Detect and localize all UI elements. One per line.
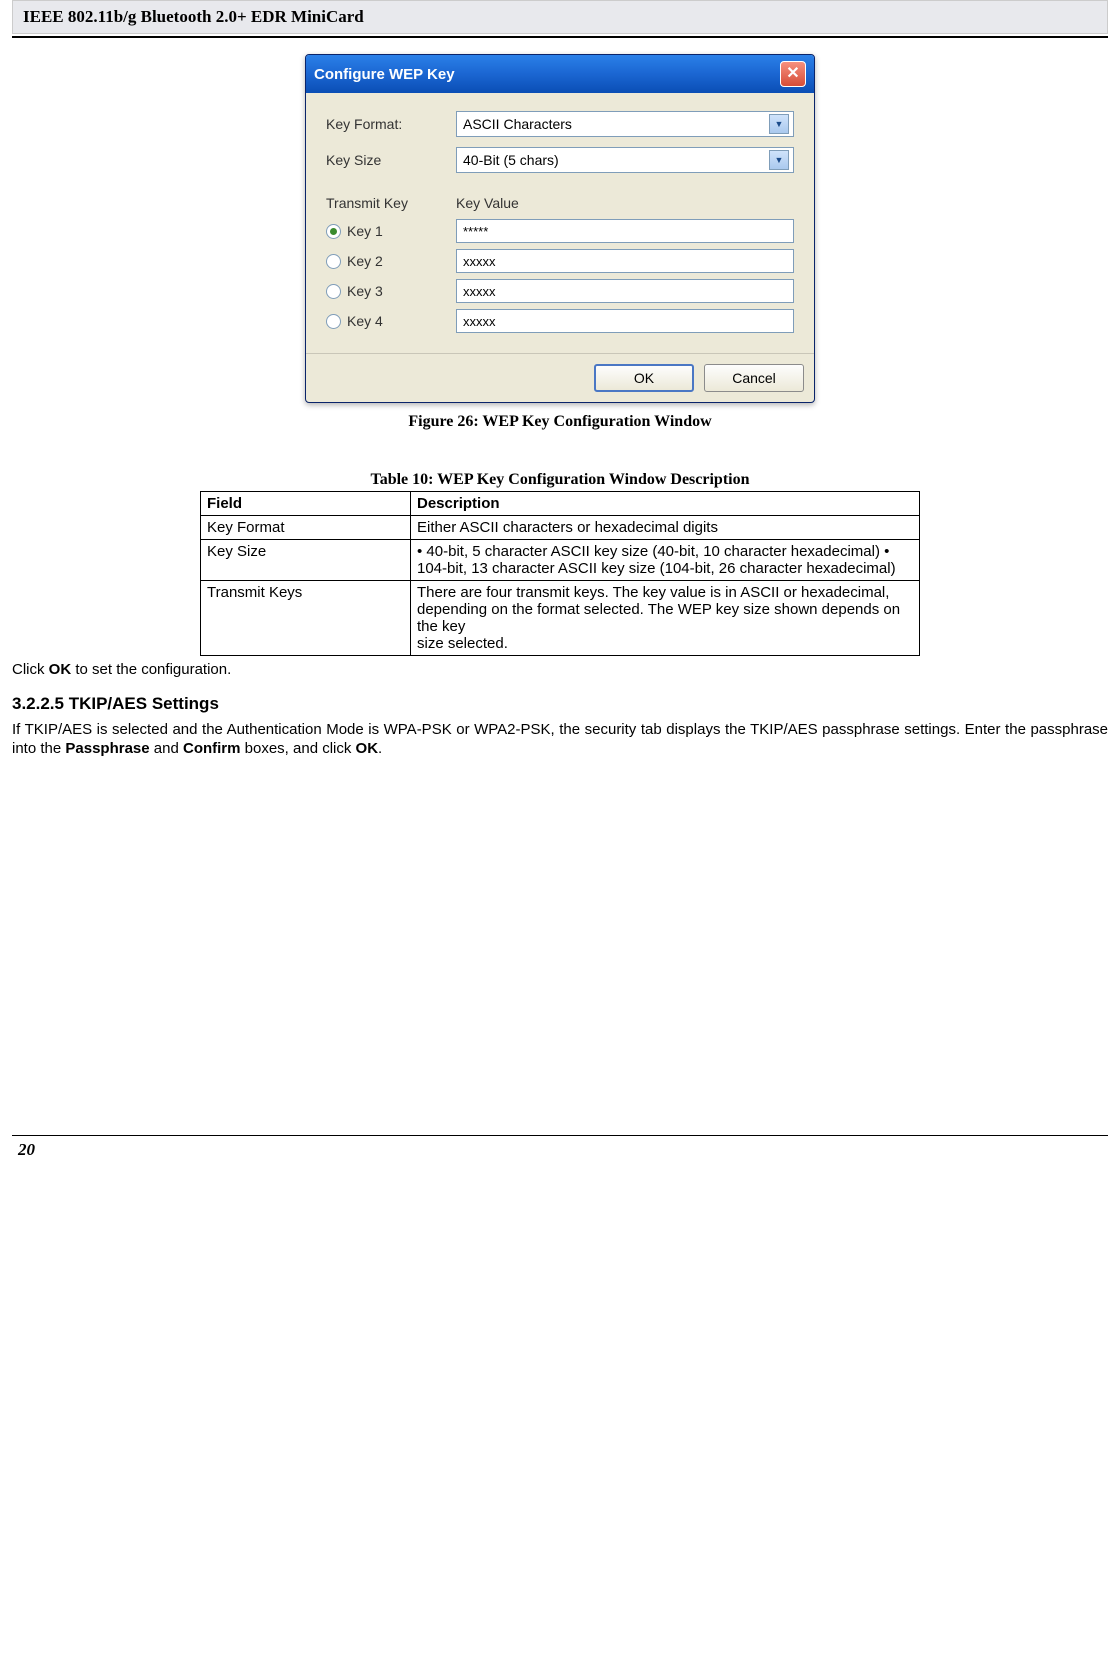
table-row: Transmit KeysThere are four transmit key… [201,581,920,656]
key-format-select[interactable]: ASCII Characters ▼ [456,111,794,137]
radio-icon [326,284,341,299]
ok-button[interactable]: OK [594,364,694,392]
table-row: Key FormatEither ASCII characters or hex… [201,516,920,540]
wep-dialog: Configure WEP Key ✕ Key Format: ASCII Ch… [305,54,815,403]
radio-icon [326,224,341,239]
key-radio-label[interactable]: Key 4 [326,313,456,329]
cell-desc: • 40-bit, 5 character ASCII key size (40… [411,540,920,581]
key-row: Key 4 xxxxx [326,309,794,333]
cell-desc: There are four transmit keys. The key va… [411,581,920,656]
key-radio-label[interactable]: Key 1 [326,223,456,239]
key-label: Key 3 [347,283,383,299]
text-bold: Passphrase [65,740,149,757]
close-button[interactable]: ✕ [780,61,806,87]
key-label: Key 4 [347,313,383,329]
key-radio-label[interactable]: Key 3 [326,283,456,299]
chevron-down-icon: ▼ [769,114,789,134]
dialog-titlebar: Configure WEP Key ✕ [306,55,814,93]
radio-icon [326,314,341,329]
radio-icon [326,254,341,269]
cell-field: Key Format [201,516,411,540]
chevron-down-icon: ▼ [769,150,789,170]
figure-caption: Figure 26: WEP Key Configuration Window [12,413,1108,431]
table-caption: Table 10: WEP Key Configuration Window D… [12,471,1108,489]
key-size-label: Key Size [326,152,456,168]
text: and [150,740,183,757]
cell-field: Transmit Keys [201,581,411,656]
key-value-input[interactable]: xxxxx [456,279,794,303]
col-field: Field [201,492,411,516]
cell-field: Key Size [201,540,411,581]
key-size-value: 40-Bit (5 chars) [463,152,559,168]
click-ok-text: Click OK to set the configuration. [12,660,1108,680]
text: boxes, and click [240,740,355,757]
transmit-key-header: Transmit Key [326,195,456,211]
dialog-title: Configure WEP Key [314,66,455,83]
text: to set the configuration. [71,661,231,678]
key-label: Key 2 [347,253,383,269]
key-format-label: Key Format: [326,116,456,132]
cell-desc: Either ASCII characters or hexadecimal d… [411,516,920,540]
page-number: 20 [12,1136,1108,1170]
key-format-value: ASCII Characters [463,116,572,132]
col-desc: Description [411,492,920,516]
tkip-heading: 3.2.2.5 TKIP/AES Settings [12,694,1108,714]
key-row: Key 2 xxxxx [326,249,794,273]
close-icon: ✕ [786,66,799,82]
key-value-input[interactable]: xxxxx [456,309,794,333]
header-rule [12,36,1108,38]
text-bold: OK [49,661,72,678]
key-value-header: Key Value [456,195,519,211]
text: Click [12,661,49,678]
table-row: Key Size• 40-bit, 5 character ASCII key … [201,540,920,581]
cancel-button[interactable]: Cancel [704,364,804,392]
text: . [378,740,382,757]
text-bold: Confirm [183,740,241,757]
doc-header: IEEE 802.11b/g Bluetooth 2.0+ EDR MiniCa… [12,0,1108,34]
key-label: Key 1 [347,223,383,239]
key-size-select[interactable]: 40-Bit (5 chars) ▼ [456,147,794,173]
key-radio-label[interactable]: Key 2 [326,253,456,269]
text-bold: OK [356,740,379,757]
desc-table: Field Description Key FormatEither ASCII… [200,491,920,656]
key-value-input[interactable]: ***** [456,219,794,243]
key-row: Key 3 xxxxx [326,279,794,303]
dialog-wrap: Configure WEP Key ✕ Key Format: ASCII Ch… [12,54,1108,403]
key-row: Key 1 ***** [326,219,794,243]
tkip-paragraph: If TKIP/AES is selected and the Authenti… [12,720,1108,759]
key-value-input[interactable]: xxxxx [456,249,794,273]
